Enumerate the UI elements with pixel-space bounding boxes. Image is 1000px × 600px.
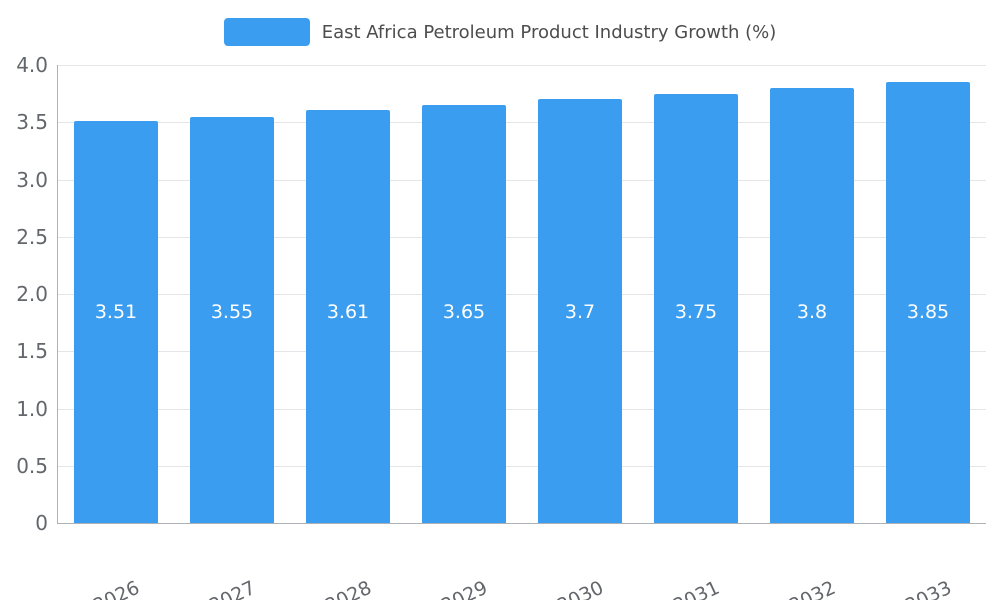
- bar-value-label: 3.55: [210, 301, 254, 324]
- gridline: [58, 294, 986, 295]
- y-axis-tick-label: 4.0: [16, 53, 48, 77]
- bar[interactable]: [73, 121, 159, 523]
- y-axis-tick-label: 1.5: [16, 339, 48, 364]
- x-axis-tick-label: 2025-2026: [40, 577, 143, 600]
- gridline: [58, 179, 986, 181]
- bar-value-label: 3.75: [674, 301, 718, 324]
- bar-value-label: 3.51: [94, 301, 138, 324]
- gridline: [58, 122, 986, 124]
- gridline: [58, 351, 986, 353]
- bar[interactable]: [769, 87, 855, 523]
- y-axis-tick-label: 2.0: [16, 282, 48, 306]
- bar-value-label: 3.61: [326, 301, 370, 324]
- bar[interactable]: [189, 116, 275, 523]
- legend-swatch: [223, 18, 310, 46]
- bar-value-label: 3.7: [564, 301, 596, 324]
- x-axis-tick-label: 2031-2032: [736, 577, 839, 600]
- bar[interactable]: [537, 99, 623, 523]
- bar-value-label: 3.85: [906, 301, 950, 324]
- y-axis-tick-label: 3.5: [16, 110, 48, 135]
- x-axis-tick-label: 2026-2027: [156, 577, 259, 600]
- x-axis-tick-label: 2028-2029: [388, 577, 491, 600]
- gridline: [58, 65, 986, 66]
- bar[interactable]: [421, 105, 507, 523]
- y-axis-tick-label: 0.5: [16, 453, 48, 478]
- bar[interactable]: [305, 109, 391, 523]
- y-axis-tick-label: 0: [35, 511, 48, 535]
- bar-value-label: 3.8: [796, 301, 828, 324]
- y-axis-tick-label: 2.5: [16, 224, 48, 249]
- x-axis-tick-label: 2029-2030: [504, 577, 607, 600]
- chart-legend[interactable]: East Africa Petroleum Product Industry G…: [0, 18, 1000, 46]
- gridline: [58, 236, 986, 238]
- x-axis-tick-label: 2027-2028: [272, 577, 375, 600]
- x-axis-tick-label: 2032-2033: [852, 577, 955, 600]
- x-axis-tick-label: 2030-2031: [620, 577, 723, 600]
- chart-title: East Africa Petroleum Product Industry G…: [321, 21, 777, 43]
- y-axis-tick-label: 1.0: [16, 396, 48, 421]
- gridline: [58, 408, 986, 410]
- gridline: [58, 465, 986, 467]
- bar[interactable]: [885, 82, 971, 523]
- bar-value-label: 3.65: [442, 301, 486, 324]
- bar[interactable]: [653, 93, 739, 523]
- plot-area: 0 0.5 1.0 1.5 2.0 2.5 3.0 3.5 4.0 3.51 2025-2026 3.…: [16, 53, 986, 600]
- y-axis-tick-label: 3.0: [16, 167, 48, 192]
